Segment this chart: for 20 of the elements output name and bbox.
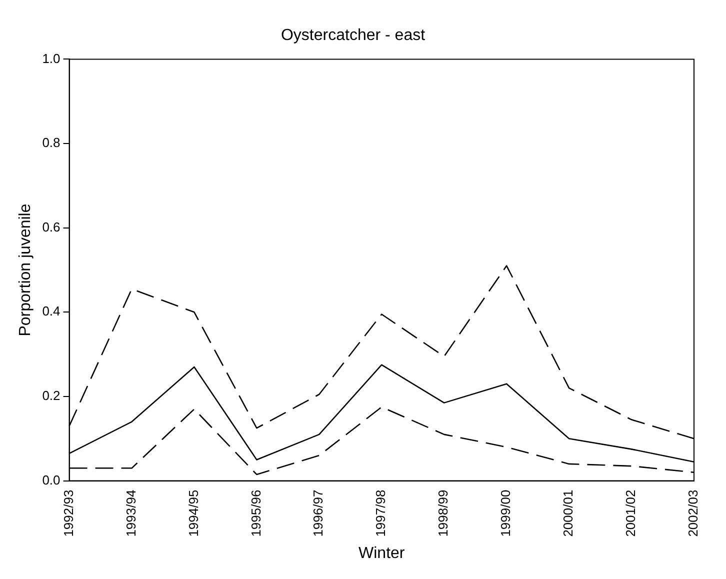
y-tick-label: 0.8 [42, 135, 60, 150]
chart-title: Oystercatcher - east [280, 27, 426, 44]
y-tick-label: 1.0 [42, 50, 60, 66]
x-tick-label: 1998/99 [436, 490, 451, 537]
y-axis-title: Porportion juvenile [17, 204, 34, 336]
x-tick-label: 2001/02 [623, 490, 638, 537]
x-tick-label: 2002/03 [686, 490, 701, 537]
y-tick-label: 0.6 [42, 219, 60, 234]
y-tick-label: 0.0 [42, 472, 60, 488]
x-axis-title: Winter [358, 544, 406, 562]
x-tick-label: 1995/96 [248, 490, 264, 537]
x-tick-label: 1993/94 [123, 490, 138, 537]
y-tick-label: 0.2 [42, 388, 60, 404]
x-tick-label: 1996/97 [310, 490, 326, 537]
x-tick-label: 1994/95 [186, 490, 201, 537]
x-tick-label: 2000/01 [560, 490, 576, 537]
y-tick-label: 0.4 [42, 304, 60, 319]
x-tick-label: 1997/98 [373, 490, 388, 537]
x-tick-label: 1992/93 [60, 490, 76, 537]
x-tick-label: 1999/00 [498, 490, 514, 537]
